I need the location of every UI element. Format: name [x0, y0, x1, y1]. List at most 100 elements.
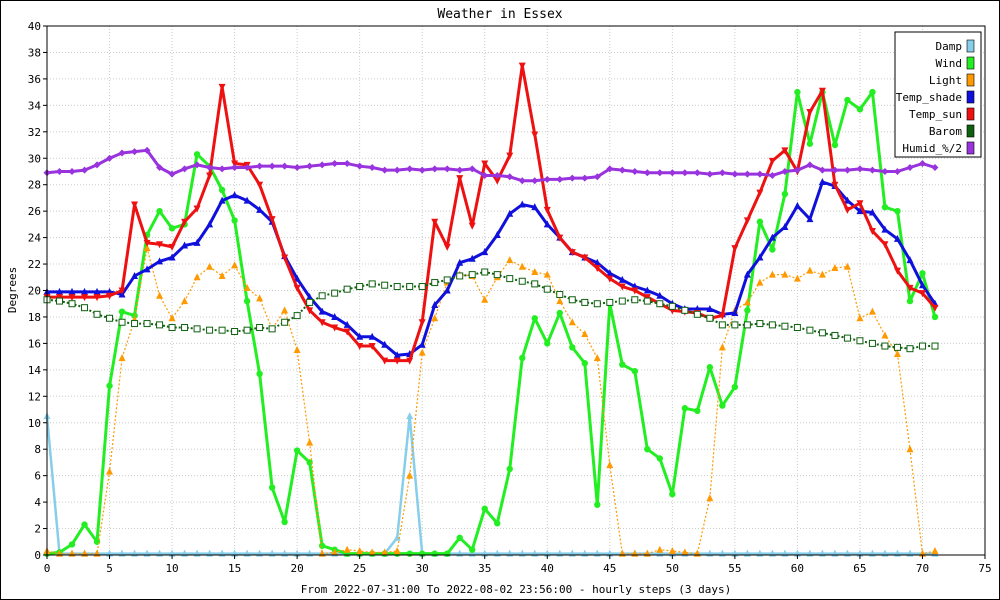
- data-point-barom: [793, 324, 801, 332]
- data-point-humid-2: [518, 177, 526, 185]
- data-point-temp-shade: [243, 196, 251, 204]
- data-point-humid-2: [343, 160, 351, 168]
- data-point-temp-shade: [168, 253, 176, 261]
- data-point-barom: [306, 298, 314, 306]
- data-point-barom: [468, 271, 476, 279]
- legend-swatch: [966, 73, 975, 87]
- data-point-temp-sun: [568, 249, 576, 257]
- data-point-barom: [581, 298, 589, 306]
- data-point-temp-sun: [756, 189, 764, 197]
- data-point-humid-2: [318, 161, 326, 169]
- x-tick-label: 70: [916, 562, 929, 575]
- data-point-barom: [631, 296, 639, 304]
- data-point-humid-2: [443, 165, 451, 173]
- data-point-wind: [306, 459, 313, 466]
- y-axis-label: Degrees: [6, 267, 19, 313]
- data-point-light: [106, 467, 114, 475]
- x-tick-label: 35: [478, 562, 491, 575]
- y-tick-label: 34: [28, 99, 42, 112]
- data-point-barom: [293, 312, 301, 320]
- data-point-wind: [431, 550, 438, 557]
- data-point-humid-2: [743, 170, 751, 178]
- data-point-humid-2: [931, 164, 939, 172]
- y-tick-label: 36: [28, 73, 41, 86]
- legend-label: Light: [929, 74, 962, 87]
- data-point-temp-sun: [881, 241, 889, 249]
- y-tick-label: 20: [28, 285, 41, 298]
- data-point-humid-2: [256, 162, 264, 170]
- data-point-temp-sun: [893, 267, 901, 275]
- data-point-barom: [93, 310, 101, 318]
- data-point-humid-2: [693, 169, 701, 177]
- data-point-barom: [168, 324, 176, 332]
- data-point-temp-sun: [93, 294, 101, 302]
- data-point-temp-sun: [381, 357, 389, 365]
- data-point-humid-2: [243, 164, 251, 172]
- data-point-wind: [831, 141, 839, 149]
- data-point-barom: [231, 327, 239, 335]
- data-point-temp-shade: [531, 203, 539, 211]
- data-point-barom: [481, 268, 489, 276]
- data-point-wind: [919, 270, 926, 277]
- data-point-humid-2: [181, 165, 189, 173]
- data-point-temp-shade: [893, 234, 901, 242]
- data-point-wind: [756, 218, 764, 225]
- legend-label: Damp: [936, 40, 963, 53]
- data-point-light: [906, 445, 914, 453]
- data-point-temp-sun: [456, 175, 464, 183]
- y-tick-label: 10: [28, 417, 41, 430]
- data-point-light: [668, 547, 676, 555]
- series-area: [43, 62, 939, 557]
- data-point-wind: [293, 447, 301, 454]
- data-point-humid-2: [918, 160, 926, 168]
- data-point-light: [543, 270, 551, 278]
- chart-title: Weather in Essex: [437, 7, 562, 22]
- y-tick-label: 18: [28, 311, 41, 324]
- data-point-light: [293, 346, 301, 354]
- data-point-light: [406, 471, 414, 479]
- data-point-barom: [706, 314, 714, 322]
- data-point-temp-shade: [493, 230, 501, 238]
- data-point-barom: [193, 325, 201, 333]
- y-tick-label: 32: [28, 126, 41, 139]
- data-point-wind: [556, 309, 563, 317]
- data-point-temp-sun: [481, 160, 489, 168]
- data-point-wind: [281, 518, 288, 526]
- data-point-temp-shade: [768, 233, 776, 241]
- data-point-barom: [868, 339, 876, 347]
- data-point-temp-shade: [543, 220, 551, 228]
- data-point-temp-shade: [93, 287, 101, 295]
- data-point-light: [331, 548, 339, 556]
- data-point-humid-2: [468, 165, 476, 173]
- data-point-temp-shade: [781, 223, 789, 231]
- data-point-temp-sun: [493, 177, 501, 185]
- y-tick-label: 16: [28, 337, 41, 350]
- data-point-light: [393, 547, 401, 555]
- data-point-temp-sun: [306, 307, 314, 315]
- data-point-temp-shade: [368, 332, 376, 340]
- y-tick-label: 6: [34, 470, 41, 483]
- data-point-temp-shade: [418, 340, 426, 348]
- data-point-temp-sun: [431, 218, 439, 226]
- data-point-temp-sun: [743, 217, 751, 225]
- data-point-barom: [206, 326, 214, 334]
- data-point-temp-shade: [218, 196, 226, 204]
- data-point-barom: [543, 285, 551, 293]
- data-point-light: [518, 262, 526, 270]
- data-point-humid-2: [606, 165, 614, 173]
- data-point-temp-sun: [856, 200, 864, 208]
- data-point-temp-sun: [318, 319, 326, 327]
- data-point-humid-2: [168, 170, 176, 178]
- data-point-humid-2: [781, 167, 789, 175]
- data-point-humid-2: [193, 161, 201, 169]
- data-point-wind: [506, 465, 513, 473]
- data-point-wind: [931, 313, 939, 321]
- data-point-wind: [844, 96, 851, 104]
- data-point-temp-shade: [706, 305, 714, 313]
- data-point-temp-sun: [193, 205, 201, 213]
- data-point-humid-2: [668, 169, 676, 177]
- data-point-barom: [893, 343, 901, 351]
- data-point-humid-2: [818, 166, 826, 174]
